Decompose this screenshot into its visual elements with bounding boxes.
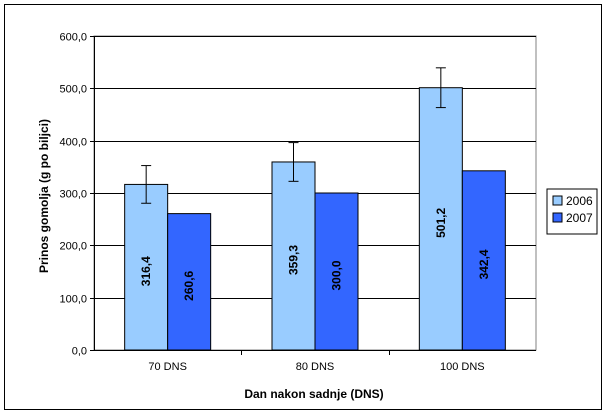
- legend-label: 2007: [566, 211, 593, 225]
- y-tick-label: 300,0: [59, 189, 87, 201]
- legend-swatch: [552, 195, 563, 206]
- y-tick-label: 500,0: [59, 84, 87, 96]
- bar: [314, 192, 359, 351]
- y-tick-label: 200,0: [59, 241, 87, 253]
- data-label: 359,3: [287, 245, 301, 275]
- data-label: 316,4: [139, 256, 153, 286]
- y-tick-label: 400,0: [59, 137, 87, 149]
- bar: [461, 170, 506, 351]
- legend-swatch: [552, 212, 563, 223]
- data-label: 501,2: [434, 208, 448, 238]
- plot-area: 0,0 100,0 200,0 300,0 400,0 500,0 600,0 316,4 26…: [59, 32, 537, 373]
- bar: [167, 213, 212, 351]
- y-axis-title: Prinos gomolja (g po biljci): [37, 119, 51, 273]
- bar: [418, 87, 463, 351]
- legend-label: 2006: [566, 194, 593, 208]
- x-tick-label: 80 DNS: [296, 361, 335, 373]
- data-label: 260,6: [182, 270, 196, 300]
- y-tick-label: 600,0: [59, 32, 87, 44]
- x-tick-label: 100 DNS: [440, 361, 485, 373]
- x-axis-title: Dan nakon sadnje (DNS): [244, 387, 383, 401]
- legend: 2006 2007: [546, 188, 598, 235]
- bar: [124, 183, 169, 351]
- data-label: 300,0: [330, 260, 344, 290]
- y-tick-label: 0,0: [72, 346, 87, 358]
- data-label: 342,4: [477, 249, 491, 279]
- x-tick-label: 70 DNS: [148, 361, 187, 373]
- y-tick-label: 100,0: [59, 294, 87, 306]
- bar: [271, 161, 316, 351]
